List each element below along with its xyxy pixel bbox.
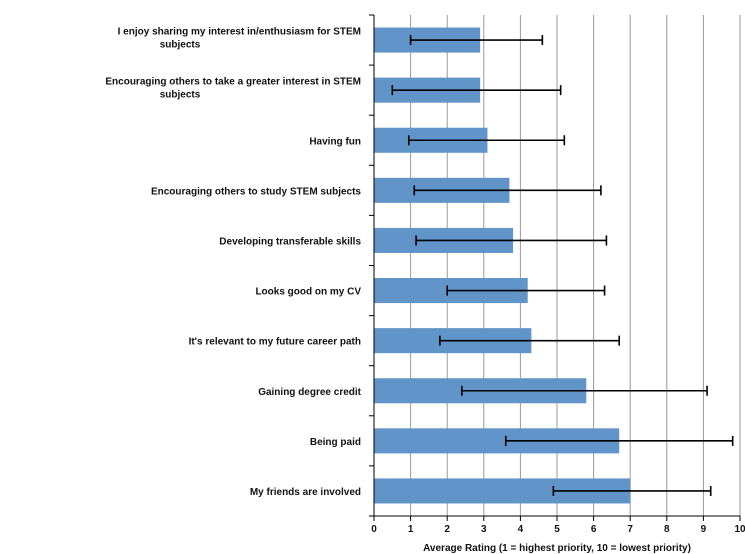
category-labels: I enjoy sharing my interest in/enthusias… xyxy=(105,27,361,498)
category-label-line: subjects xyxy=(160,40,201,51)
x-tick-label-4: 4 xyxy=(518,524,524,535)
category-label-9: Being paid xyxy=(310,437,361,448)
x-tick-label-6: 6 xyxy=(591,524,597,535)
category-label-2: Encouraging others to take a greater int… xyxy=(105,77,361,101)
x-tick-label-2: 2 xyxy=(444,524,450,535)
x-tick-label-3: 3 xyxy=(481,524,487,535)
x-tick-labels: 0 1 2 3 4 5 6 7 8 9 10 xyxy=(371,524,745,535)
x-tick-label-8: 8 xyxy=(664,524,670,535)
category-label-3: Having fun xyxy=(309,136,361,147)
bars xyxy=(374,27,631,504)
error-bars xyxy=(391,35,734,496)
x-tick-label-10: 10 xyxy=(734,524,745,535)
category-label-line: subjects xyxy=(160,90,201,101)
x-axis-title: Average Rating (1 = highest priority, 10… xyxy=(423,543,691,554)
category-label-1: I enjoy sharing my interest in/enthusias… xyxy=(118,27,361,51)
category-label-4: Encouraging others to study STEM subject… xyxy=(151,186,361,197)
x-tick-label-5: 5 xyxy=(554,524,560,535)
category-label-10: My friends are involved xyxy=(250,487,361,498)
category-label-line: Encouraging others to take a greater int… xyxy=(105,77,361,88)
x-tick-label-7: 7 xyxy=(627,524,633,535)
x-tick-label-0: 0 xyxy=(371,524,377,535)
category-label-6: Looks good on my CV xyxy=(255,287,361,298)
x-tick-label-1: 1 xyxy=(408,524,414,535)
axes xyxy=(369,14,741,521)
category-label-8: Gaining degree credit xyxy=(258,387,361,398)
x-tick-label-9: 9 xyxy=(701,524,707,535)
category-label-line: I enjoy sharing my interest in/enthusias… xyxy=(118,27,361,38)
category-label-5: Developing transferable skills xyxy=(219,236,361,247)
category-label-7: It's relevant to my future career path xyxy=(189,337,361,348)
